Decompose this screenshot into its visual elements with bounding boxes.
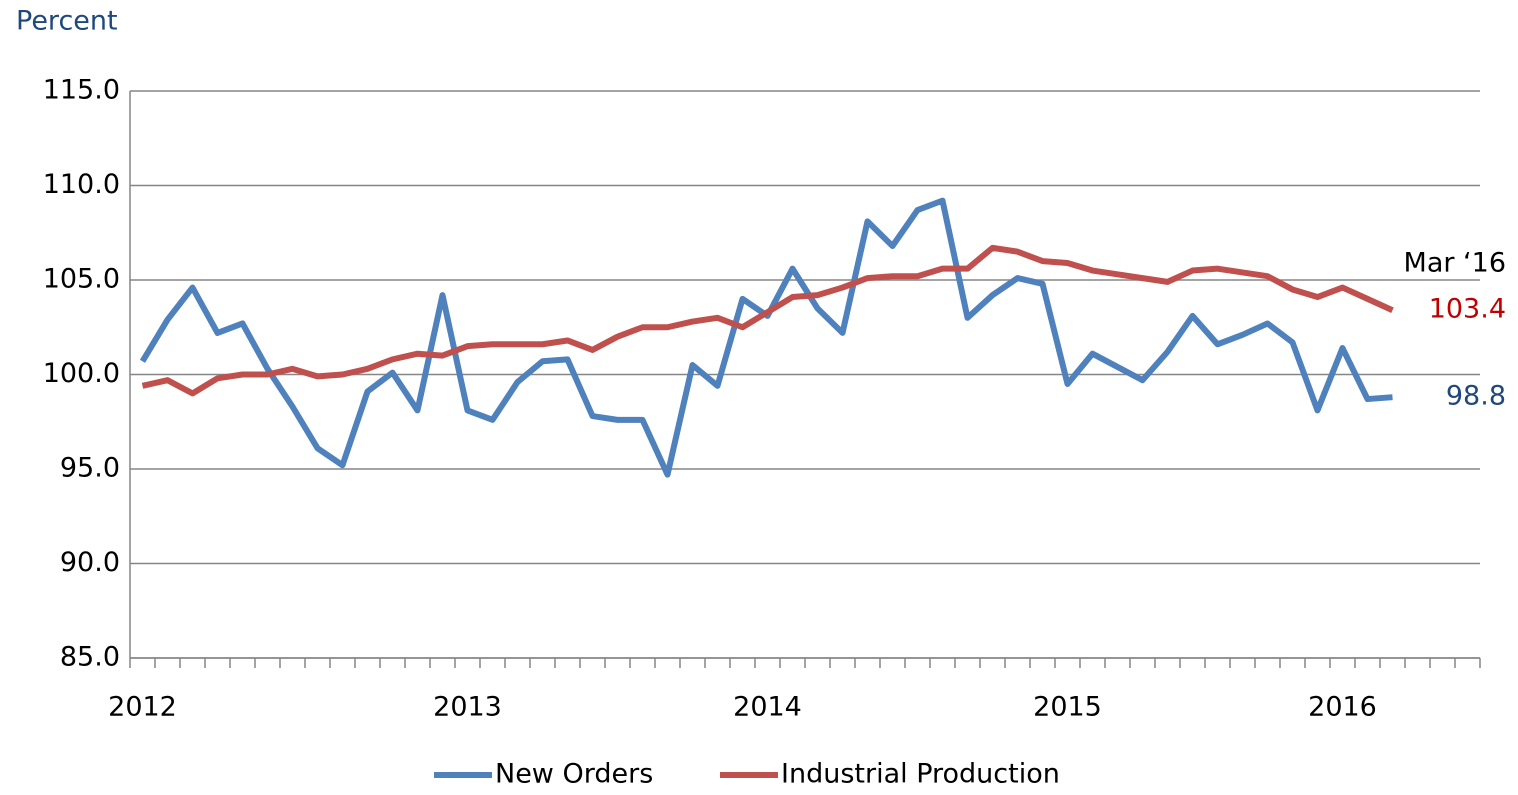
x-tick-label: 2014 — [733, 692, 802, 723]
series-line — [141, 244, 1394, 397]
legend-label: Industrial Production — [781, 759, 1060, 790]
y-tick-label: 110.0 — [43, 169, 120, 200]
y-tick-label: 105.0 — [43, 264, 120, 295]
y-tick-label: 90.0 — [60, 547, 120, 578]
y-tick-label: 85.0 — [60, 642, 120, 673]
legend-label: New Orders — [495, 759, 653, 790]
x-tick-label: 2013 — [433, 692, 502, 723]
y-tick-label: 95.0 — [60, 453, 120, 484]
y-tick-label: 115.0 — [43, 75, 120, 106]
series-line — [139, 197, 1393, 478]
x-tick-label: 2012 — [108, 692, 177, 723]
y-axis-label: Percent — [16, 6, 118, 37]
x-tick-label: 2015 — [1033, 692, 1102, 723]
x-tick-label: 2016 — [1308, 692, 1377, 723]
data-label: 103.4 — [1429, 294, 1506, 325]
annotation: Mar ‘16 — [1404, 248, 1506, 279]
data-label: 98.8 — [1446, 381, 1506, 412]
y-tick-label: 100.0 — [43, 358, 120, 389]
